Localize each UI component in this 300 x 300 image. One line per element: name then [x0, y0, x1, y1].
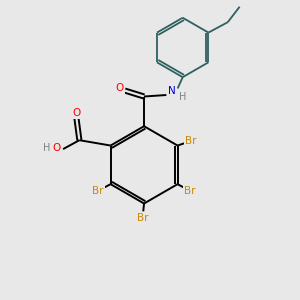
- Text: H: H: [43, 142, 50, 153]
- Text: O: O: [72, 108, 80, 118]
- Text: Br: Br: [92, 186, 104, 196]
- Text: N: N: [168, 86, 176, 96]
- Text: Br: Br: [184, 186, 196, 196]
- Text: Br: Br: [137, 213, 148, 223]
- Text: O: O: [115, 82, 124, 93]
- Text: Br: Br: [185, 136, 196, 146]
- Text: H: H: [179, 92, 186, 102]
- Text: O: O: [52, 142, 61, 153]
